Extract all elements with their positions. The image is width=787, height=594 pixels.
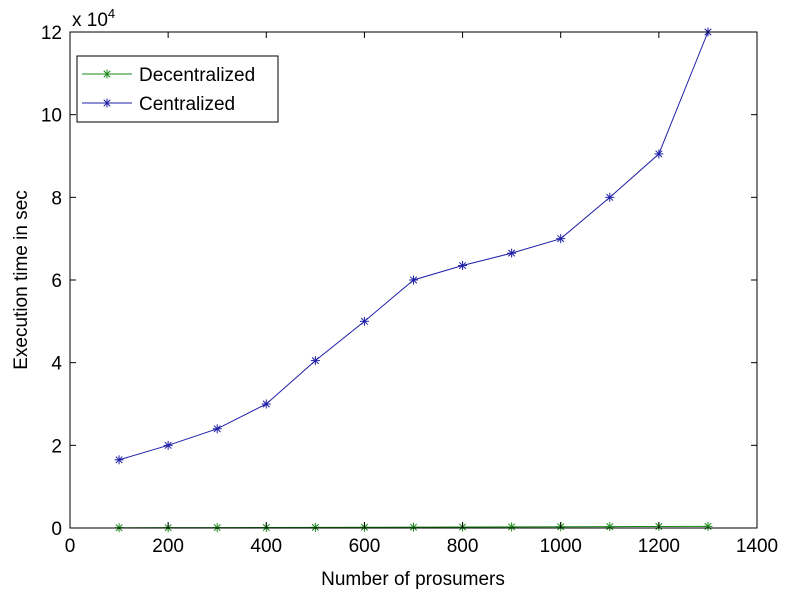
y-axis-ticks: 0 2 4 6 8 10 12 (41, 23, 757, 540)
legend-asterisk-centralized (102, 98, 112, 108)
y-tick-label: 6 (51, 271, 62, 292)
x-axis-ticks: 0 200 400 600 800 1000 1200 1400 (65, 32, 778, 557)
legend-asterisk-decentralized (102, 69, 112, 79)
y-tick-label: 4 (51, 354, 62, 375)
x-tick-label: 1200 (638, 536, 680, 557)
x-tick-label: 0 (65, 536, 76, 557)
data-point-centralized (605, 192, 615, 202)
data-point-centralized (409, 275, 418, 285)
x-tick-label: 200 (152, 536, 184, 557)
data-point-centralized (359, 316, 369, 326)
y-tick-label: 2 (51, 436, 62, 457)
y-axis-label: Execution time in sec (11, 190, 32, 370)
x-tick-label: 600 (349, 536, 381, 557)
y-multiplier-base: x 10 (72, 10, 108, 31)
data-point-decentralized (703, 521, 713, 531)
legend-marker-decentralized (102, 69, 112, 79)
data-point-centralized (114, 455, 124, 465)
y-multiplier-exponent: 4 (108, 6, 115, 21)
y-tick-label: 0 (51, 519, 62, 540)
data-point-centralized (507, 248, 517, 258)
legend: Decentralized Centralized (76, 55, 279, 123)
data-point-centralized (310, 356, 320, 366)
legend-marker-centralized (102, 98, 112, 108)
x-axis-label: Number of prosumers (321, 569, 505, 590)
data-point-decentralized (310, 522, 320, 532)
data-point-decentralized (605, 522, 615, 532)
data-point-centralized (556, 234, 566, 244)
y-tick-label: 8 (51, 188, 62, 209)
y-tick-label: 10 (41, 106, 62, 127)
data-point-decentralized (409, 522, 418, 532)
x-tick-label: 1000 (540, 536, 582, 557)
legend-box (76, 55, 279, 123)
y-multiplier: x 104 (72, 6, 115, 31)
legend-label-decentralized: Decentralized (139, 65, 255, 86)
data-point-decentralized (507, 522, 517, 532)
x-tick-label: 800 (447, 536, 479, 557)
x-tick-label: 400 (250, 536, 282, 557)
y-tick-label: 12 (41, 23, 62, 44)
data-point-centralized (163, 440, 173, 450)
data-point-centralized (458, 261, 468, 271)
data-point-centralized (654, 149, 664, 159)
data-point-centralized (212, 424, 222, 434)
data-point-centralized (261, 399, 271, 409)
legend-label-centralized: Centralized (139, 94, 235, 115)
x-tick-label: 1400 (736, 536, 778, 557)
